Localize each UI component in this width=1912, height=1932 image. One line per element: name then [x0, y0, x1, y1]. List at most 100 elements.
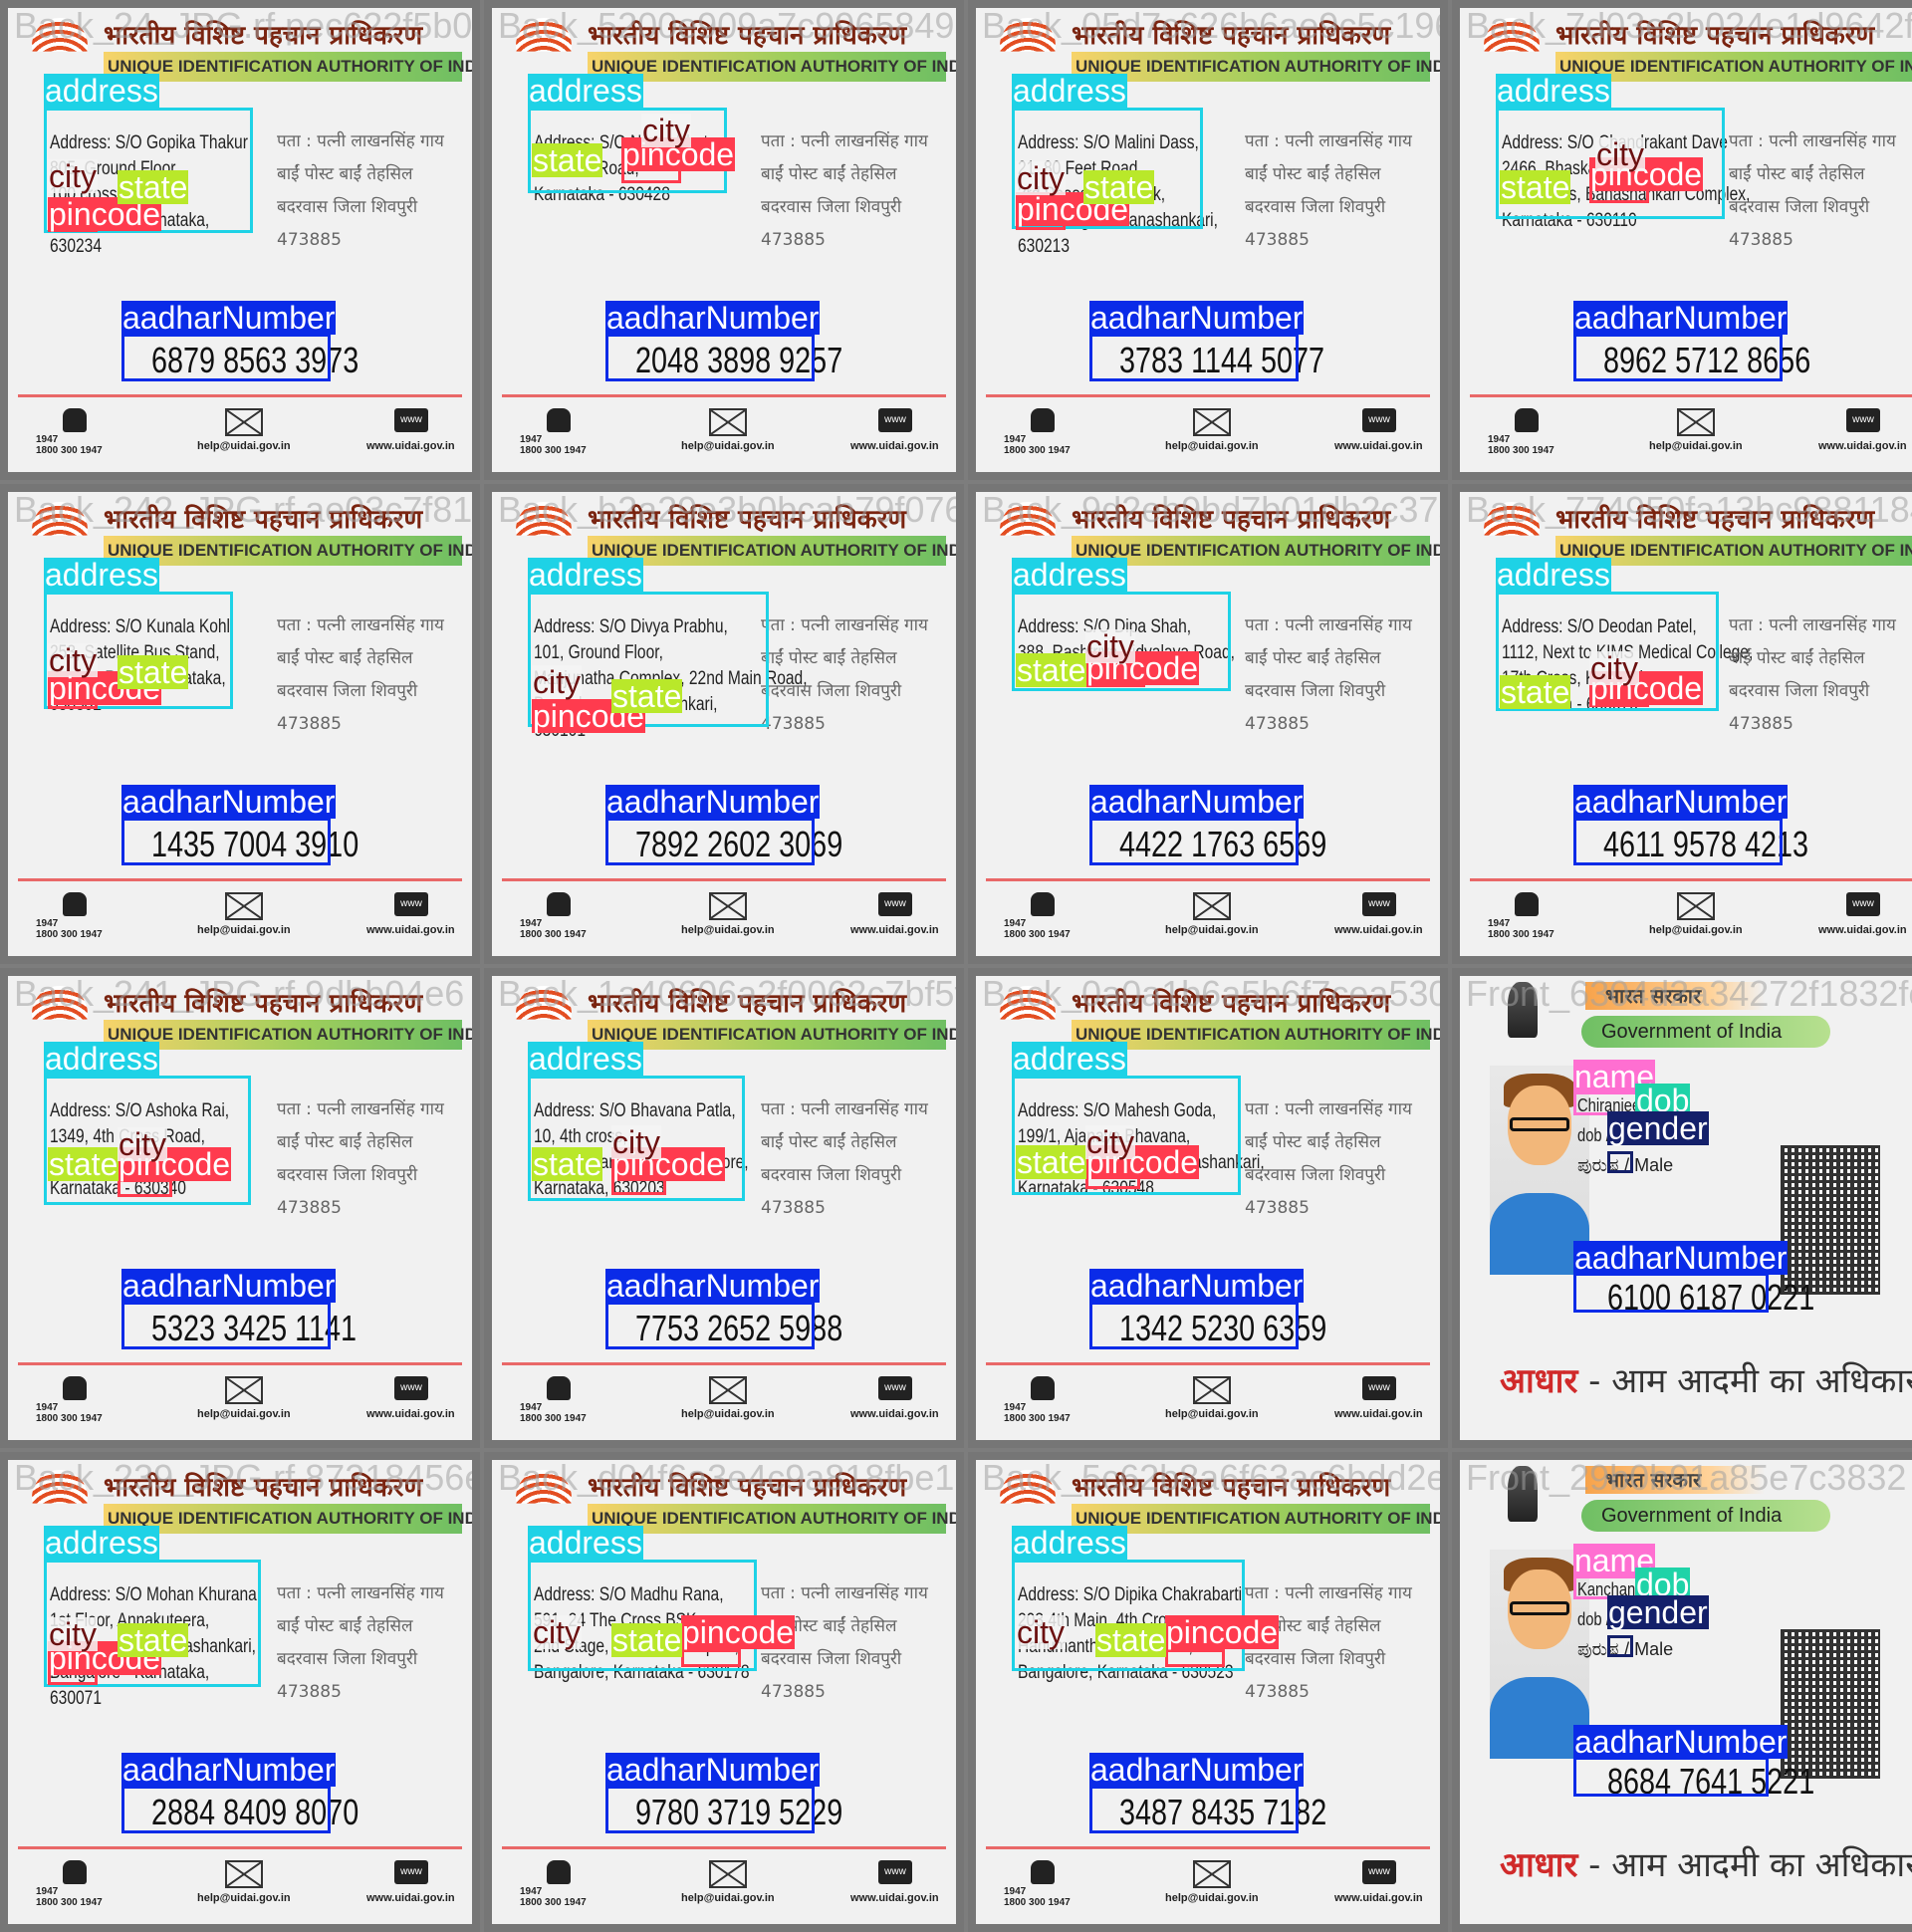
address-label: address — [528, 1525, 643, 1561]
aadharNumber-label: aadharNumber — [121, 1268, 337, 1304]
detection-tile: भारतीय विशिष्ट पहचान प्राधिकरण UNIQUE IDE… — [0, 1452, 480, 1932]
address-box — [1496, 592, 1719, 711]
uidai-banner: UNIQUE IDENTIFICATION AUTHORITY OF INDIA — [104, 1504, 472, 1534]
footer-mail: help@uidai.gov.in — [681, 1892, 775, 1904]
footer-www: www.uidai.gov.in — [1818, 924, 1907, 936]
footer-phone: 1947 1800 300 1947 — [1004, 1886, 1071, 1908]
footer-phone: 1947 1800 300 1947 — [36, 918, 103, 940]
state-label: state — [118, 654, 189, 690]
aadharNumber-box — [121, 334, 331, 381]
footer-divider — [986, 878, 1430, 881]
www-icon: www — [394, 1860, 428, 1884]
bharat-sarkar: भारत सरकार — [1585, 982, 1765, 1010]
image-filename: Front_6304d2a34272f1832fc64bb30 — [1466, 973, 1912, 1014]
mail-icon — [709, 1860, 747, 1888]
aadharNumber-label: aadharNumber — [1573, 1724, 1789, 1760]
address-line: 630071 — [50, 1688, 102, 1709]
hindi-address-line: बदरवास जिला शिवपुरी — [277, 681, 418, 701]
hindi-address: पता : पत्नी लाखनसिंह गाय बाईं पोस्ट बाईं … — [761, 1577, 928, 1709]
pincode-label: pincode — [1016, 191, 1130, 227]
address-label: address — [1012, 557, 1127, 593]
hindi-address-line: पता : पत्नी लाखनसिंह गाय — [277, 131, 444, 151]
hindi-address-line: 473885 — [277, 1198, 342, 1218]
hindi-address-line: पता : पत्नी लाखनसिंह गाय — [277, 1099, 444, 1119]
state-label: state — [611, 1622, 683, 1658]
hindi-address-line: बदरवास जिला शिवपुरी — [277, 197, 418, 217]
aadhar-number: 1435 7004 3910 — [151, 824, 359, 864]
uidai-banner: UNIQUE IDENTIFICATION AUTHORITY OF INDIA — [1072, 536, 1440, 566]
phone-icon — [1515, 892, 1539, 916]
address-line: 10, 4th cross, — [534, 1126, 627, 1147]
photo-glasses — [1510, 1117, 1569, 1131]
aadhar-number: 3783 1144 5077 — [1119, 340, 1325, 380]
hindi-address-line: पता : पत्नी लाखनसिंह गाय — [761, 615, 928, 635]
hindi-address-line: पता : पत्नी लाखनसिंह गाय — [1729, 131, 1896, 151]
slogan-aadhaar: आधार — [1500, 1845, 1578, 1885]
hindi-address-line: बाईं पोस्ट बाईं तेहसिल — [1245, 164, 1381, 184]
hindi-address-line: 473885 — [761, 1682, 826, 1702]
hindi-address-line: 473885 — [277, 1682, 342, 1702]
www-icon: www — [878, 408, 912, 432]
aadharNumber-box — [121, 1786, 331, 1833]
uidai-banner: UNIQUE IDENTIFICATION AUTHORITY OF INDIA — [1555, 52, 1912, 82]
footer-mail: help@uidai.gov.in — [197, 1892, 291, 1904]
hindi-title: भारतीय विशिष्ट पहचान प्राधिकरण — [588, 989, 907, 1019]
aadharNumber-label: aadharNumber — [121, 300, 337, 336]
hindi-address-line: पता : पत्नी लाखनसिंह गाय — [1245, 1099, 1412, 1119]
hindi-address-line: बाईं पोस्ट बाईं तेहसिल — [1729, 648, 1865, 668]
hindi-address-line: बदरवास जिला शिवपुरी — [761, 1165, 902, 1185]
footer-phone: 1947 1800 300 1947 — [1004, 434, 1071, 456]
aadhar-number: 3487 8435 7182 — [1119, 1792, 1327, 1832]
uidai-banner: UNIQUE IDENTIFICATION AUTHORITY OF INDIA — [104, 1020, 472, 1050]
image-filename: Back_b2a29e3b0bcab79f0765c — [498, 489, 964, 530]
address-box — [44, 1560, 261, 1687]
state-label: state — [1016, 652, 1087, 688]
hindi-address-line: बाईं पोस्ट बाईं तेहसिल — [761, 1616, 897, 1636]
hindi-address: पता : पत्नी लाखनसिंह गाय बाईं पोस्ट बाईं … — [1729, 609, 1896, 741]
address-label: address — [44, 1041, 159, 1077]
address-line: Address: S/O Divya Prabhu, — [534, 616, 728, 637]
uidai-banner: UNIQUE IDENTIFICATION AUTHORITY OF INDIA — [588, 536, 956, 566]
state-label: state — [1016, 1144, 1087, 1180]
image-filename: Back_242_JPG.rf.ae03c7f812 — [14, 489, 480, 530]
address-line: Address: S/O Mahesh Goda, — [1018, 1100, 1217, 1121]
footer-divider — [18, 878, 462, 881]
footer-divider — [1470, 878, 1912, 881]
mail-icon — [709, 1376, 747, 1404]
pincode-label: pincode — [681, 1614, 796, 1650]
aadhaar-slogan: आधार - आम आदमी का अधिकार — [1500, 1356, 1912, 1402]
www-icon: www — [394, 892, 428, 916]
hindi-address-line: 473885 — [1729, 714, 1793, 734]
phone-icon — [1031, 892, 1055, 916]
detection-tile: भारतीय विशिष्ट पहचान प्राधिकरण UNIQUE IDE… — [0, 968, 480, 1448]
pincode-box — [1165, 1649, 1225, 1667]
gender-label: gender — [1607, 1110, 1709, 1146]
hindi-address-line: पता : पत्नी लाखनसिंह गाय — [1729, 615, 1896, 635]
hindi-address: पता : पत्नी लाखनसिंह गाय बाईं पोस्ट बाईं … — [761, 609, 928, 741]
aadhaar-slogan: आधार - आम आदमी का अधिकार — [1500, 1840, 1912, 1886]
address-box — [1012, 592, 1231, 691]
city-label: city — [1085, 1124, 1135, 1160]
hindi-title: भारतीय विशिष्ट पहचान प्राधिकरण — [1555, 505, 1875, 535]
phone-icon — [547, 408, 571, 432]
mail-icon — [1193, 1376, 1231, 1404]
aadharNumber-box — [1089, 1786, 1299, 1833]
footer-www: www.uidai.gov.in — [1334, 1892, 1423, 1904]
state-label: state — [48, 1146, 120, 1182]
address-label: address — [44, 557, 159, 593]
hindi-address: पता : पत्नी लाखनसिंह गाय बाईं पोस्ट बाईं … — [277, 125, 444, 257]
hindi-address-line: बाईं पोस्ट बाईं तेहसिल — [277, 1132, 413, 1152]
holder-gender: ಪುರುಷ / Male — [1577, 1639, 1674, 1659]
hindi-title: भारतीय विशिष्ट पहचान प्राधिकरण — [1072, 1473, 1391, 1503]
footer-www: www.uidai.gov.in — [1334, 1408, 1423, 1420]
hindi-address: पता : पत्नी लाखनसिंह गाय बाईं पोस्ट बाईं … — [1729, 125, 1896, 257]
footer-mail: help@uidai.gov.in — [1649, 924, 1743, 936]
hindi-address-line: 473885 — [761, 714, 826, 734]
aadharNumber-box — [1573, 1757, 1769, 1797]
aadharNumber-label: aadharNumber — [605, 784, 821, 820]
slogan-rest: - आम आदमी का अधिकार — [1577, 1845, 1912, 1885]
holder-name: Kanchana — [1577, 1579, 1644, 1599]
address-line: Address: S/O Dipika Chakrabarti — [1018, 1584, 1243, 1605]
www-icon: www — [1846, 892, 1880, 916]
hindi-title: भारतीय विशिष्ट पहचान प्राधिकरण — [588, 1473, 907, 1503]
